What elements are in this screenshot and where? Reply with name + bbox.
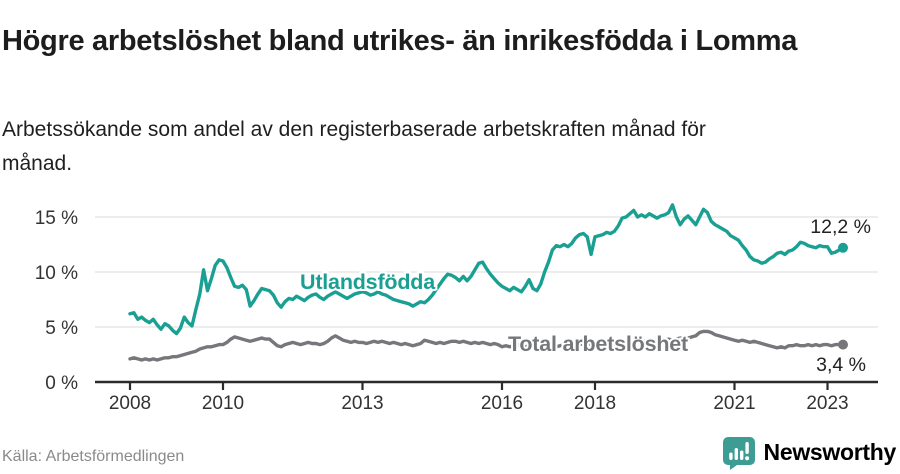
x-axis-tick-label: 2021 <box>713 393 755 414</box>
newsworthy-icon <box>722 437 755 470</box>
y-axis-tick-label: 10 % <box>35 263 78 284</box>
brand-name: Newsworthy <box>763 438 897 465</box>
x-axis-tick-label: 2008 <box>109 393 151 414</box>
series-label: Total arbetslöshet <box>508 332 688 356</box>
y-axis-tick-label: 15 % <box>35 208 78 229</box>
y-axis-tick-label: 0 % <box>45 373 78 394</box>
chart-subtitle: Arbetssökande som andel av den registerb… <box>2 118 706 175</box>
series-end-dot <box>838 242 848 253</box>
series-end-value-label: 12,2 % <box>810 216 871 238</box>
series-line <box>128 329 845 362</box>
x-axis-tick-label: 2013 <box>341 393 383 414</box>
y-axis-tick-label: 5 % <box>45 318 78 339</box>
chart-title: Högre arbetslöshet bland utrikes- än inr… <box>2 25 798 58</box>
x-axis-tick-label: 2018 <box>574 393 616 414</box>
series-end-dot <box>838 339 848 350</box>
x-axis-tick-label: 2016 <box>481 393 523 414</box>
series-label: Utlandsfödda <box>300 270 436 294</box>
x-axis-tick-label: 2023 <box>806 393 848 414</box>
x-axis-tick-label: 2010 <box>202 393 244 414</box>
series-line <box>128 203 845 336</box>
source-note: Källa: Arbetsförmedlingen <box>2 448 185 465</box>
series-end-value-label: 3,4 % <box>816 354 866 376</box>
brand-logo: Newsworthy <box>720 434 896 470</box>
